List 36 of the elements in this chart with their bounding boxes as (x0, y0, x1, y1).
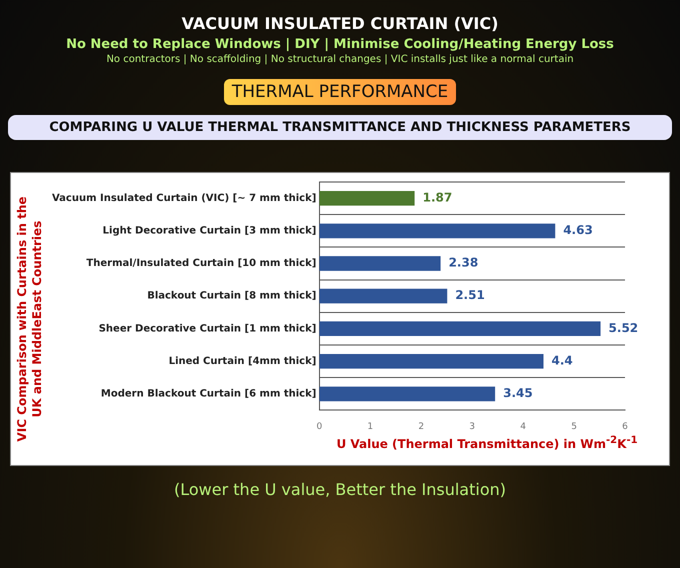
bar (319, 321, 601, 336)
data-label: 2.51 (455, 288, 485, 302)
data-label: 2.38 (448, 256, 478, 270)
text: No contractors | No scaffolding | No structural changes | VIC installs just like a normal curtain (105, 54, 575, 65)
data-label: 4.4 (551, 353, 573, 368)
bar (319, 190, 415, 206)
y-tick-label: Modern Blackout Curtain [6 mm thick] (100, 388, 316, 400)
x-tick-label: 6 (622, 422, 628, 432)
data-label: 5.52 (608, 320, 638, 335)
bar (319, 354, 544, 369)
data-label: 1.87 (422, 190, 452, 204)
x-tick-label: 3 (469, 422, 476, 432)
y-tick-label: Light Decorative Curtain [3 mm thick] (102, 225, 316, 236)
bar (319, 386, 496, 402)
x-tick-label: 1 (367, 422, 374, 432)
x-tick-label: 5 (571, 422, 577, 432)
data-label: 4.63 (563, 223, 593, 238)
x-axis-title: U Value (Thermal Transmittance) in Wm$^{-2}$K$^{-1}$ (335, 435, 639, 451)
x-tick-label: 4 (520, 422, 526, 432)
y-tick-label: Blackout Curtain [8 mm thick] (147, 290, 316, 302)
x-tick-label: 0 (316, 422, 322, 432)
text: THERMAL PERFORMANCE (224, 79, 456, 105)
text: (Lower the U value, Better the Insulation) (173, 480, 507, 499)
x-tick-label: 2 (418, 422, 424, 432)
y-tick-label: Lined Curtain [4mm thick] (168, 356, 316, 367)
chart-title: VACUUM INSULATED CURTAIN (VIC) (180, 14, 500, 33)
text: COMPARING U VALUE THERMAL TRANSMITTANCE AND THICKNESS PARAMETERS (8, 115, 672, 140)
y-tick-label: Thermal/Insulated Curtain [10 mm thick] (86, 258, 316, 270)
y-axis-title: VIC Comparison with Curtains in the UK and MiddleEast Countries (15, 195, 45, 444)
y-tick-label: Sheer Decorative Curtain [1 mm thick] (98, 323, 316, 334)
data-label: 3.45 (503, 386, 533, 400)
y-tick-label: Vacuum Insulated Curtain (VIC) [~ 7 mm thick] (52, 192, 316, 204)
bar (319, 224, 556, 238)
bar (319, 256, 441, 271)
chart-subtitle: No Need to Replace Windows | DIY | Minimise Cooling/Heating Energy Loss (65, 37, 615, 52)
bar (319, 288, 448, 304)
